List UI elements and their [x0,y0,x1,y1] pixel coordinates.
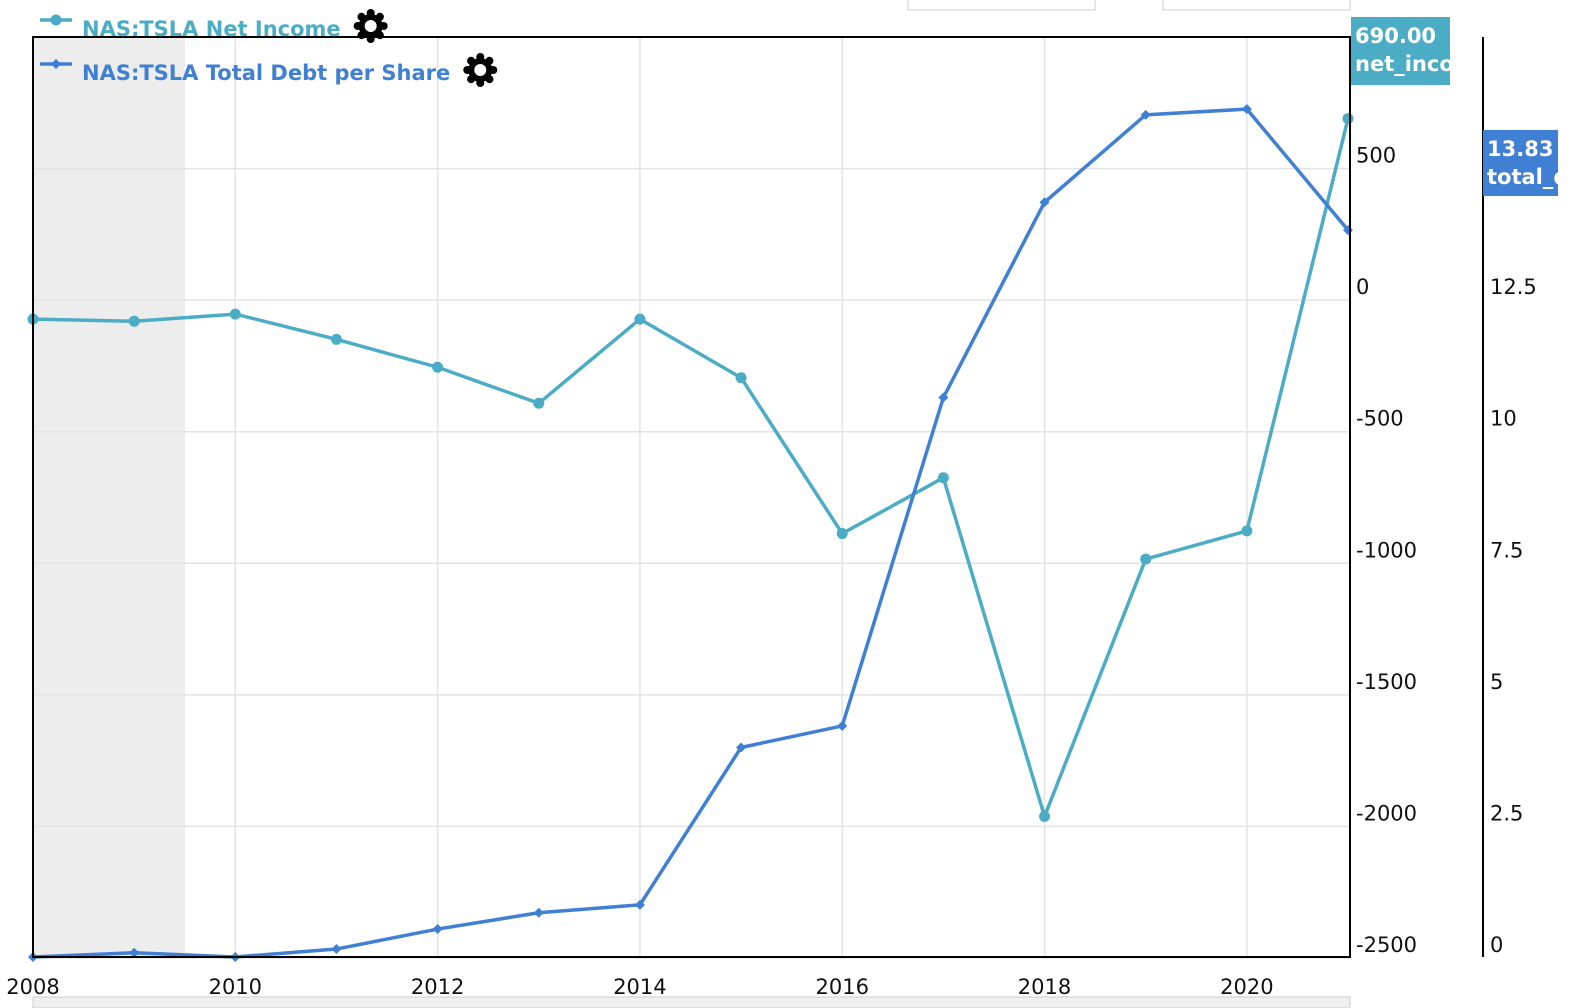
value-badge [1351,17,1450,85]
legend-marker [51,59,61,69]
x-tick-label: 2020 [1220,975,1273,999]
y2-tick-label: 0 [1490,933,1503,957]
y-tick-label: -2000 [1356,801,1417,825]
plot-frame [32,36,1351,958]
gear-icon[interactable] [463,53,498,87]
x-tick-label: 2010 [209,975,262,999]
y2-tick-label: 7.5 [1490,538,1523,562]
point [533,907,544,918]
y2-tick-label: 2.5 [1490,801,1523,825]
point [1140,109,1151,120]
point [129,947,140,958]
scrollbar[interactable] [32,996,1351,1008]
y-tick-label: -500 [1356,407,1404,431]
shaded-region [33,37,185,957]
point [938,392,949,403]
y2-tick-label: 12.5 [1490,275,1537,299]
value-badge-tag: net_incom [1355,52,1476,76]
y-tick-label: 0 [1356,275,1369,299]
x-tick-label: 2016 [816,975,869,999]
gear-icon[interactable] [353,9,388,43]
y-tick-label: -1000 [1356,538,1417,562]
point [937,472,949,484]
y-tick-label: -2500 [1356,933,1417,957]
x-tick-label: 2008 [6,975,59,999]
point [1241,104,1252,115]
legend-label[interactable]: NAS:TSLA Total Debt per Share [82,61,450,85]
value-badge-label: 690.00 [1355,24,1436,48]
point [331,944,342,955]
point [533,397,545,409]
point [735,372,747,384]
point [837,720,848,731]
point [1342,113,1354,125]
value-badge-label: 13.83 [1487,137,1553,161]
point [1039,810,1051,822]
legend-label[interactable]: NAS:TSLA Net Income [82,17,341,41]
x-tick-label: 2012 [411,975,464,999]
gear-hole [364,20,377,32]
y-tick-label: -1500 [1356,670,1417,694]
point [432,924,443,935]
point [432,361,444,373]
point [128,315,140,327]
value-badge-tag: total_d [1487,165,1568,189]
point [634,899,645,910]
series-line [32,118,1350,822]
series-line [32,107,1350,959]
y2-tick-label: 10 [1490,407,1517,431]
legend-marker [50,14,62,26]
x-tick-label: 2018 [1018,975,1071,999]
point [1140,553,1152,565]
point [1039,197,1050,208]
value-badge [1483,130,1558,196]
button[interactable] [907,0,1096,11]
point [1241,525,1253,537]
y2-tick-label: 5 [1490,670,1503,694]
button[interactable] [1162,0,1351,11]
point [736,742,747,753]
point [330,333,342,345]
gear-hole [474,64,487,76]
point [634,313,646,325]
point [836,528,848,540]
point [229,308,241,320]
x-tick-label: 2014 [613,975,666,999]
y-tick-label: 500 [1356,144,1396,168]
